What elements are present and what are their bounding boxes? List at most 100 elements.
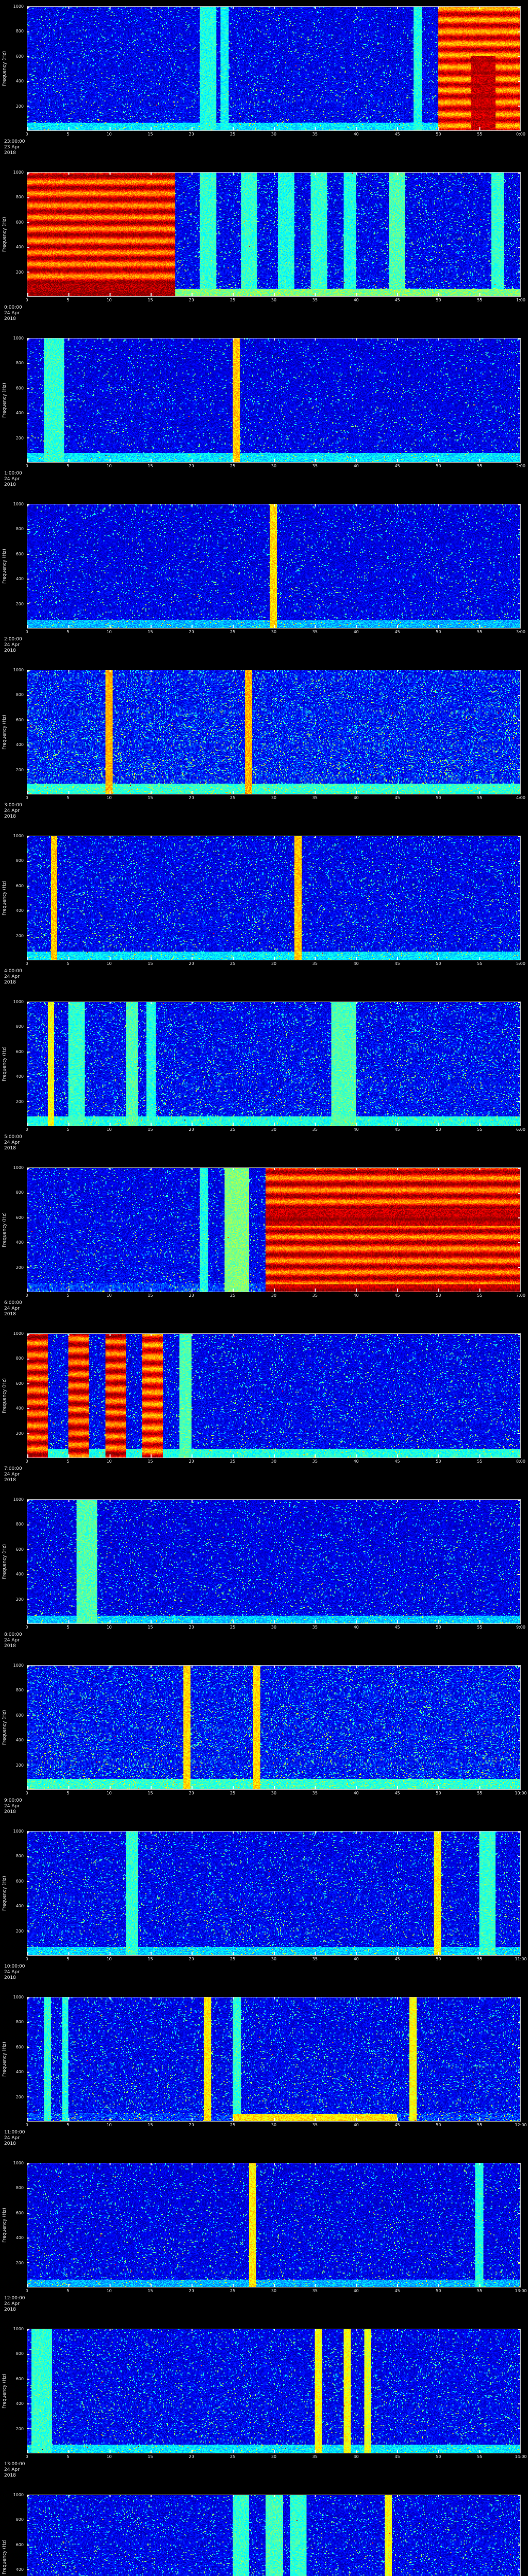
x-tick-labels: 0 5 10 15 20 25 30 35 40 45 50 55 5:00 <box>25 961 525 968</box>
y-tick-label: 200 <box>15 1597 24 1602</box>
start-time: 10:00:00 <box>4 1964 25 1969</box>
y-tick-label: 400 <box>15 245 24 250</box>
start-time: 12:00:00 <box>4 2296 25 2301</box>
spectrogram-image <box>27 1499 521 1624</box>
y-tick-label: 200 <box>15 435 24 440</box>
y-tick-label: 1000 <box>13 1829 24 1834</box>
x-tick-labels: 0 5 10 15 20 25 30 35 40 45 50 55 2:00 <box>25 464 525 470</box>
x-tick-label: 15 <box>147 1957 153 1961</box>
end-time-label: 5:00 <box>516 961 525 966</box>
x-tick-label: 35 <box>312 464 318 468</box>
y-tick-labels: 200 400 600 800 1000 <box>6 336 25 463</box>
x-tick-label: 10 <box>106 795 112 800</box>
spectrogram-image <box>27 1997 521 2122</box>
spectrogram-image <box>27 1831 521 1956</box>
spectrogram-image <box>27 1167 521 1292</box>
x-tick-label: 20 <box>189 464 194 468</box>
x-tick-label: 55 <box>477 795 483 800</box>
y-tick-labels: 200 400 600 800 1000 <box>6 502 25 629</box>
start-time: 8:00:00 <box>4 1632 22 1637</box>
x-tick-label: 15 <box>147 132 153 137</box>
x-tick-label: 20 <box>189 1293 194 1298</box>
y-tick-label: 400 <box>15 577 24 582</box>
x-tick-label: 45 <box>394 2454 400 2459</box>
start-time: 4:00:00 <box>4 969 22 974</box>
y-tick-label: 1000 <box>13 170 24 175</box>
x-tick-label: 45 <box>394 2123 400 2127</box>
x-tick-label: 55 <box>477 1293 483 1298</box>
x-tick-label: 55 <box>477 132 483 137</box>
x-tick-labels: 0 5 10 15 20 25 30 35 40 45 50 55 1:00 <box>25 298 525 304</box>
x-tick-label: 45 <box>394 961 400 966</box>
x-tick-label: 35 <box>312 1459 318 1464</box>
x-tick-label: 35 <box>312 795 318 800</box>
y-tick-labels: 200 400 600 800 1000 <box>6 1331 25 1458</box>
y-tick-label: 800 <box>15 2020 24 2025</box>
x-tick-label: 0 <box>25 1791 28 1795</box>
y-tick-label: 600 <box>15 2542 24 2547</box>
end-time-label: 0:00 <box>516 132 525 137</box>
start-date: 24 Apr <box>4 1970 20 1975</box>
x-tick-label: 0 <box>25 2454 28 2459</box>
spectrogram-image <box>27 2495 521 2576</box>
y-tick-label: 800 <box>15 1688 24 1693</box>
y-tick-label: 800 <box>15 195 24 200</box>
y-tick-label: 800 <box>15 361 24 366</box>
x-tick-labels: 0 5 10 15 20 25 30 35 40 45 50 55 14:00 <box>25 2454 526 2461</box>
x-tick-label: 35 <box>312 2289 318 2293</box>
x-tick-label: 50 <box>436 298 441 302</box>
start-year: 2018 <box>4 1146 16 1151</box>
y-tick-label: 400 <box>15 1572 24 1577</box>
y-tick-label: 600 <box>15 1381 24 1386</box>
start-time-label: 0:00:00 24 Apr 2018 <box>4 305 22 322</box>
start-time-label: 8:00:00 24 Apr 2018 <box>4 1632 22 1649</box>
x-tick-labels: 0 5 10 15 20 25 30 35 40 45 50 55 4:00 <box>25 795 525 802</box>
start-time: 3:00:00 <box>4 803 22 808</box>
x-tick-label: 15 <box>147 2123 153 2127</box>
spectrogram-image <box>27 6 521 131</box>
x-tick-label: 20 <box>189 795 194 800</box>
y-tick-label: 400 <box>15 2235 24 2241</box>
x-tick-label: 55 <box>477 1791 483 1795</box>
x-tick-label: 15 <box>147 298 153 302</box>
start-time: 1:00:00 <box>4 471 22 476</box>
x-tick-label: 40 <box>353 2454 359 2459</box>
spectrogram-image <box>27 1665 521 1790</box>
y-tick-label: 600 <box>15 1049 24 1054</box>
y-tick-label: 1000 <box>13 336 24 341</box>
x-tick-label: 5 <box>67 630 70 634</box>
start-time-label: 4:00:00 24 Apr 2018 <box>4 969 22 986</box>
x-tick-label: 10 <box>106 1459 112 1464</box>
x-tick-label: 10 <box>106 298 112 302</box>
start-year: 2018 <box>4 2307 16 2312</box>
spectrogram-image <box>27 670 521 794</box>
x-tick-label: 30 <box>271 1957 277 1961</box>
y-tick-label: 600 <box>15 883 24 888</box>
x-tick-label: 30 <box>271 1625 277 1630</box>
x-tick-label: 25 <box>230 1127 236 1132</box>
x-tick-labels: 0 5 10 15 20 25 30 35 40 45 50 55 6:00 <box>25 1127 525 1133</box>
x-tick-label: 10 <box>106 1957 112 1961</box>
x-tick-label: 0 <box>25 1127 28 1132</box>
x-tick-label: 50 <box>436 795 441 800</box>
start-year: 2018 <box>4 1643 16 1649</box>
x-tick-label: 0 <box>25 1957 28 1961</box>
x-tick-label: 40 <box>353 1625 359 1630</box>
start-time-label: 7:00:00 24 Apr 2018 <box>4 1466 22 1483</box>
end-time-label: 4:00 <box>516 795 525 800</box>
y-tick-label: 400 <box>15 2401 24 2406</box>
x-tick-label: 40 <box>353 2123 359 2127</box>
x-tick-label: 55 <box>477 2123 483 2127</box>
x-tick-labels: 0 5 10 15 20 25 30 35 40 45 50 55 13:00 <box>25 2289 526 2295</box>
x-tick-label: 25 <box>230 2123 236 2127</box>
y-tick-label: 600 <box>15 385 24 391</box>
y-tick-label: 1000 <box>13 1663 24 1668</box>
end-time-label: 6:00 <box>516 1127 525 1132</box>
